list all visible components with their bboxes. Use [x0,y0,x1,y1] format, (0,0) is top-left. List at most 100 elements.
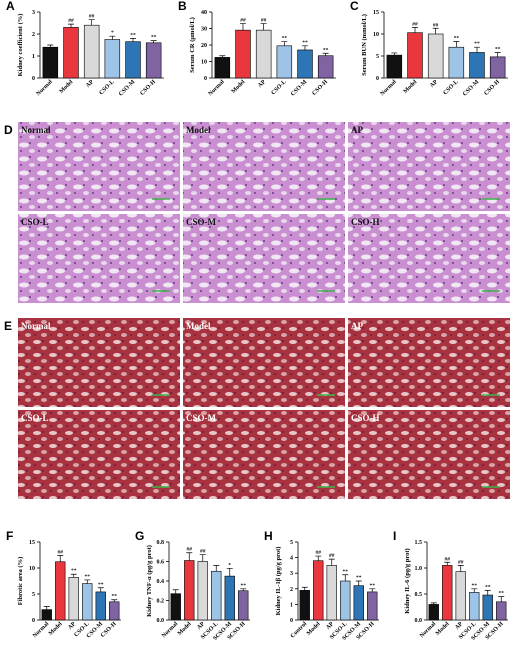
y-tick-label: 1.5 [415,540,423,546]
bar [63,27,79,79]
error-bar [43,606,50,610]
significance-label: ** [151,35,157,41]
x-tick-label: CSO-M [290,79,309,98]
x-tick-label: Model [59,79,75,95]
y-axis-title: Kidney IL-6 (pg/g prot) [404,548,411,613]
y-tick-label: 0 [32,618,35,624]
significance-label: ** [302,40,308,46]
bar [482,594,493,621]
bar [235,29,251,79]
significance-label: ## [261,18,267,24]
bar [238,590,249,621]
x-tick-label: AP [429,79,439,89]
image-label: Normal [21,321,51,331]
image-label: CSO-H [351,413,380,423]
y-axis-title: Serum BUN (mmol/L) [361,14,368,76]
bar [170,593,181,621]
y-tick-label: 2 [32,32,35,38]
error-bar [355,580,362,586]
micrograph [348,214,510,303]
bar [427,33,444,79]
x-tick-label: CSO-H [139,79,157,97]
error-bar [494,52,501,57]
error-bar [432,27,439,34]
y-axis-title: Kidney TNF-α (pg/g prot) [146,545,153,617]
significance-label: ** [112,594,118,600]
image-label: CSO-M [186,217,217,227]
error-bar [391,52,398,56]
significance-label: ** [343,569,349,575]
micrograph [183,122,345,211]
error-bar [471,588,478,593]
y-tick-label: 0.0 [415,618,423,624]
micrograph [183,410,345,499]
error-bar [88,19,95,26]
bar [340,580,351,621]
x-tick-label: Normal [208,79,226,97]
bar [469,52,485,79]
significance-label: ## [68,18,74,24]
x-tick-label: Model [306,621,322,637]
significance-label: ** [241,583,247,589]
error-bar [186,552,193,561]
significance-label: ** [98,582,104,588]
y-tick-label: 0.0 [157,618,165,624]
error-bar [150,40,157,43]
bar [255,29,272,79]
micrograph [348,318,510,407]
error-bar [70,573,77,578]
significance-label: ** [282,36,288,42]
significance-label: ## [58,550,64,556]
significance-label: ** [370,583,376,589]
panel-label: G [135,529,144,543]
significance-label: ** [474,41,480,47]
micrograph [183,318,345,407]
y-axis-title: Kidney IL-1β (pg/g prot) [275,547,282,616]
x-tick-label: Model [177,621,193,637]
panel-label: A [6,0,15,13]
error-bar [109,35,116,40]
bar [353,585,364,621]
y-tick-label: 1.0 [415,566,423,572]
bar [211,570,222,621]
error-bar [328,558,335,566]
x-tick-label: AP [196,621,206,631]
bar [299,590,310,621]
bar [448,46,465,79]
micrograph [18,214,180,303]
y-tick-label: 5 [32,592,35,598]
image-label: Normal [21,125,51,135]
error-bar [240,23,246,31]
x-tick-label: Model [403,79,419,95]
error-bar [226,567,233,577]
image-label: Model [186,125,211,135]
y-tick-label: 0.4 [157,579,165,585]
error-bar [315,555,322,561]
x-tick-label: AP [67,621,77,631]
error-bar [412,27,418,33]
significance-label: ** [495,46,501,52]
micrograph [18,122,180,211]
x-tick-label: CSO-H [311,79,329,97]
error-bar [302,45,308,50]
bar [276,45,293,79]
error-bar [219,55,226,58]
bar [41,609,52,621]
significance-label: ## [458,559,464,565]
y-tick-label: 1 [32,54,35,60]
micrograph [18,410,180,499]
significance-label: ** [472,583,478,589]
y-tick-label: 5 [290,540,293,546]
y-tick-label: 20 [201,43,207,49]
significance-label: ## [412,21,418,27]
error-bar [301,586,308,591]
error-bar [47,44,54,48]
bar [68,577,79,621]
bar [55,561,66,621]
y-tick-label: 40 [201,10,207,16]
image-label: CSO-L [21,413,49,423]
y-tick-label: 0 [376,76,379,82]
y-tick-label: 0 [204,76,207,82]
panel-label: I [393,529,396,543]
